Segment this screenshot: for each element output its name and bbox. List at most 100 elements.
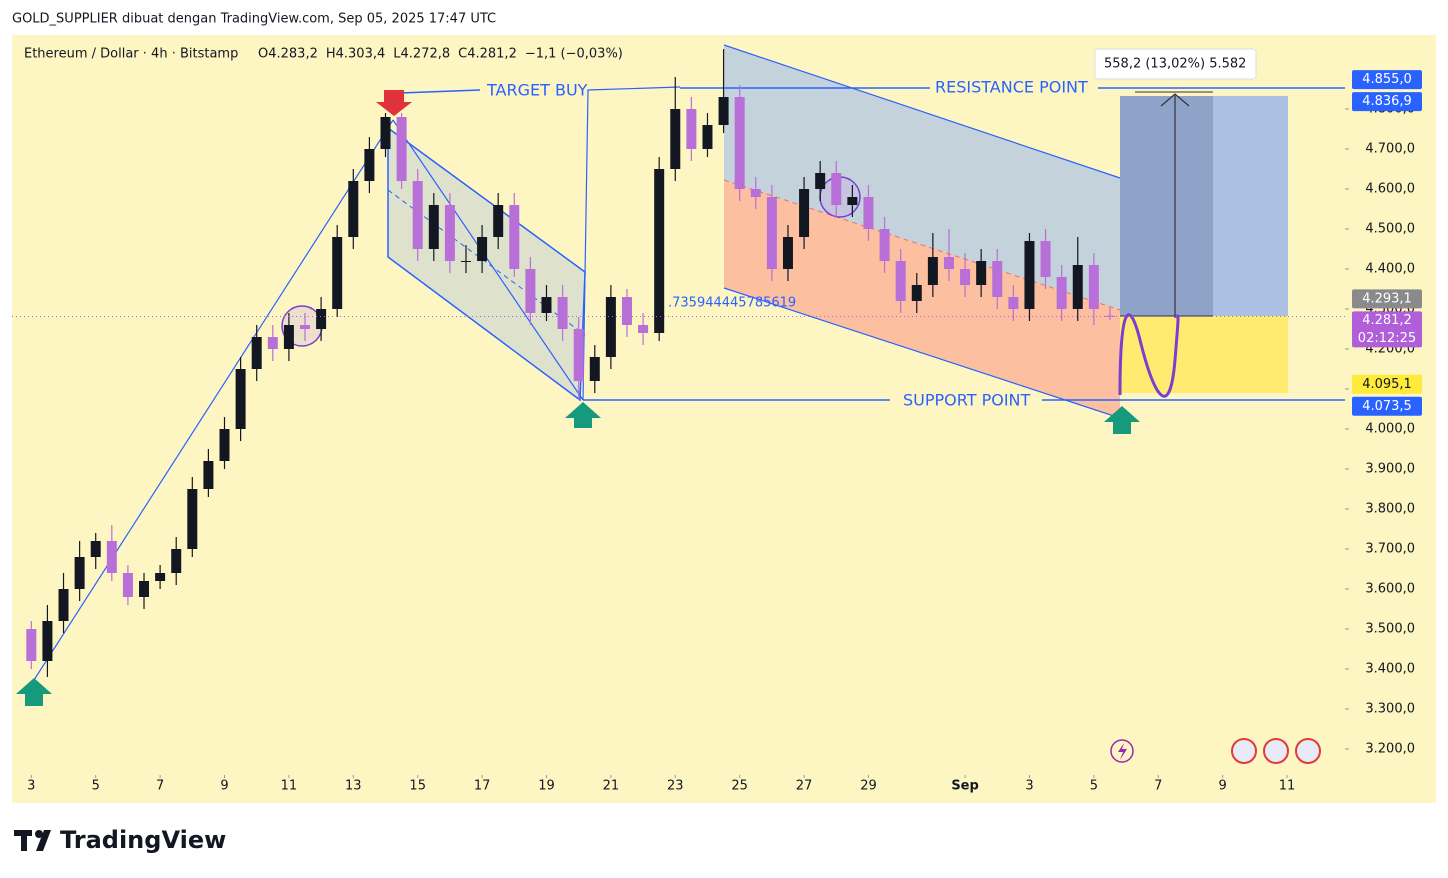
candle-body (74, 557, 85, 589)
x-tick-label: 5 (92, 779, 100, 794)
flag-icon[interactable] (1295, 738, 1321, 764)
x-tick-label: 23 (667, 779, 684, 794)
candle-body (283, 325, 294, 349)
candle-body (332, 237, 343, 309)
candle-body (203, 461, 214, 489)
y-tick-label: 4.700,0 (1365, 142, 1415, 157)
flag-icon[interactable] (1263, 738, 1289, 764)
buy-arrow (1104, 406, 1140, 434)
candle-body (364, 149, 375, 181)
candle-body (670, 109, 681, 169)
candle-body (621, 297, 632, 325)
price-label: 4.095,1 (1362, 377, 1412, 392)
candle-body (26, 629, 37, 661)
overlay: TARGET BUY RESISTANCE POINT SUPPORT POIN… (24, 47, 1321, 764)
candle-body (380, 117, 391, 149)
candle-body (251, 337, 262, 369)
x-tick-label: 9 (1219, 779, 1227, 794)
candle-body (267, 337, 278, 349)
candle-body (42, 621, 53, 661)
candle-body (316, 309, 327, 329)
candle-body (686, 109, 697, 149)
falling-channel (387, 126, 586, 402)
candle-body (605, 297, 616, 357)
price-label-box (1352, 374, 1422, 394)
candle-body (444, 205, 455, 261)
target-path (582, 86, 681, 401)
y-tick-label: 4.000,0 (1365, 422, 1415, 437)
ohlc-value: O4.283,2 (258, 47, 318, 62)
measure-box (1094, 48, 1257, 80)
drawings (16, 44, 1350, 706)
candle-body (831, 173, 842, 205)
candle-body (557, 297, 568, 329)
brand-logo: TradingView (14, 826, 226, 854)
measure-arrowhead (1160, 93, 1190, 107)
y-tick-label: 4.600,0 (1365, 182, 1415, 197)
x-tick-label: 29 (860, 779, 877, 794)
event-icon-bolt (1118, 743, 1127, 760)
candle-body (638, 325, 649, 333)
y-tick-label: 4.500,0 (1365, 222, 1415, 237)
channel-top (723, 44, 1121, 179)
y-tick-label: 3.200,0 (1365, 742, 1415, 757)
channel-bottom (723, 287, 1121, 419)
x-tick-label: 11 (281, 779, 298, 794)
candle-body (734, 97, 745, 189)
y-tick-label: 3.900,0 (1365, 462, 1415, 477)
price-label: 4.293,1 (1362, 291, 1412, 306)
countdown-label: 02:12:25 (1358, 331, 1416, 346)
y-tick-label: 3.700,0 (1365, 542, 1415, 557)
x-tick-label: 7 (1154, 779, 1162, 794)
price-label: 4.836,9 (1362, 94, 1412, 109)
buy-arrow (565, 402, 601, 428)
x-tick-label: 19 (538, 779, 555, 794)
flag-icon[interactable] (1231, 738, 1257, 764)
candle-body (155, 573, 166, 581)
axes: 3.200,0 3.300,0 3.400,0 3.500,0 3.600,0 3.700… (12, 35, 1436, 794)
x-tick-label: 7 (156, 779, 164, 794)
candle-body (1040, 241, 1051, 277)
candle-body (1008, 297, 1019, 309)
price-label: 4.855,0 (1362, 72, 1412, 87)
candle-body (799, 189, 810, 237)
candle-body (960, 269, 971, 285)
candle-body (750, 189, 761, 197)
candle-body (493, 205, 504, 237)
candle-body (766, 197, 777, 269)
price-label: 4.281,2 (1362, 313, 1412, 328)
event-icon[interactable] (1110, 739, 1134, 763)
candle-body (139, 581, 150, 597)
projection-curve (1118, 313, 1180, 398)
candle-body (718, 97, 729, 125)
target-zone (1120, 96, 1288, 316)
x-tick-label: 25 (731, 779, 748, 794)
channel-upper (724, 45, 1120, 310)
x-tick-label: 11 (1279, 779, 1296, 794)
candle-body (911, 285, 922, 301)
candle-body (412, 181, 423, 249)
price-label-box (1352, 70, 1422, 90)
y-tick-label: 3.400,0 (1365, 662, 1415, 677)
sell-arrow (376, 90, 412, 116)
candle-body (815, 173, 826, 189)
x-tick-label: 27 (796, 779, 813, 794)
trend-line (33, 119, 394, 681)
candle-body (879, 229, 890, 261)
candle-body (348, 181, 359, 237)
channel-lower (724, 180, 1120, 418)
candle-body (477, 237, 488, 261)
candle-body (1072, 265, 1083, 309)
price-label-box (1352, 396, 1422, 416)
candle-body (654, 169, 665, 333)
x-axis-strip (12, 775, 1345, 803)
candle-body (702, 125, 713, 149)
x-tick-label: 21 (603, 779, 620, 794)
candle-body (976, 261, 987, 285)
channel-mid (723, 179, 1121, 311)
candle-body (895, 261, 906, 301)
fib-text: .735944445785619 (668, 296, 796, 311)
price-label-box (1352, 92, 1422, 112)
